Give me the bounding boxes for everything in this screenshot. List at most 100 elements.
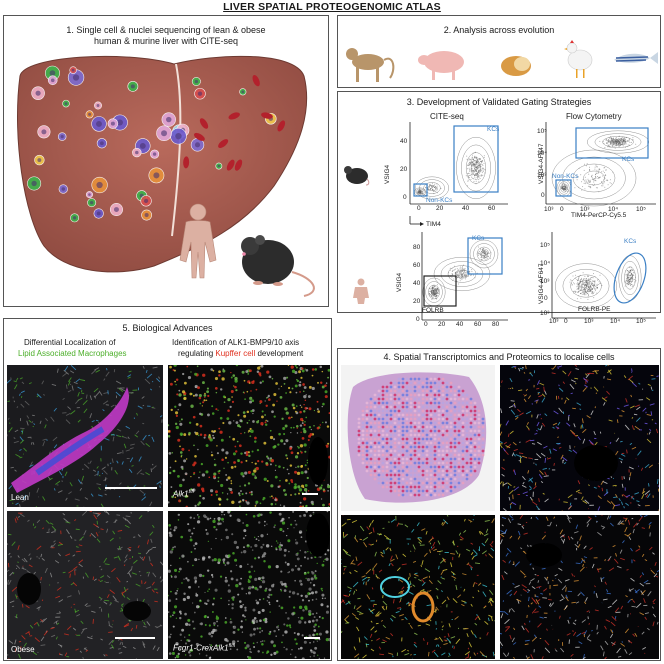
human-cite-plot xyxy=(421,232,508,321)
panel-sequencing: 1. Single cell & nuclei sequencing of le… xyxy=(3,15,329,307)
liver-illustration xyxy=(16,55,315,297)
human-cite-x-label: FOLRB xyxy=(422,307,444,314)
visium-spot-map xyxy=(341,365,495,511)
fcgr1-cre-micrograph: Fcgr1-CrexAlk1fl/fl xyxy=(168,511,330,659)
human-cite-xtick-0: 0 xyxy=(424,321,428,328)
zebrafish-icon xyxy=(614,52,658,64)
lean-label: Lean xyxy=(11,493,29,502)
human-flow-ytick-4: 10⁵ xyxy=(540,242,550,249)
fcgr1-label-sup: fl/fl xyxy=(228,643,235,649)
panel-biological-advances: 5. Biological Advances Differential Loca… xyxy=(3,318,332,661)
imc-panel-top-right xyxy=(500,365,659,511)
panel-evolution: 2. Analysis across evolution xyxy=(337,15,661,88)
mouse-flow-ytick-0: 0 xyxy=(541,192,545,199)
obese-scale-bar xyxy=(115,637,155,639)
mouse-cite-xtick-3: 60 xyxy=(488,205,496,212)
mouse-flow-xtick-0: 10³ xyxy=(544,206,554,213)
human-flow-xtick-1: 0 xyxy=(564,318,568,325)
mouse-row-icon xyxy=(344,166,370,186)
flow-kcs-gate xyxy=(575,127,649,159)
alk1-heading-1: Identification of ALK1-BMP9/10 axis xyxy=(172,338,300,347)
human-flow-ytick-2: 10³ xyxy=(540,278,550,285)
kcs-gate xyxy=(453,125,499,193)
lean-micrograph: Lean xyxy=(7,365,163,507)
human-flow-xtick-0: 10³ xyxy=(549,318,559,325)
alk1-heading-2a: regulating xyxy=(178,349,216,358)
human-row-icon xyxy=(353,278,369,304)
kupffer-cell-label: Kupffer cell xyxy=(215,349,256,358)
mouse-flow-xtick-2: 10³ xyxy=(580,206,590,213)
alk1-label-text: Alk1 xyxy=(173,489,189,499)
panel-spatial-title: 4. Spatial Transcriptomics and Proteomic… xyxy=(383,352,615,362)
mouse-cite-x-label: TIM4 xyxy=(426,221,441,228)
mouse-cite-xtick-1: 20 xyxy=(436,205,444,212)
human-flow-xtick-4: 10⁵ xyxy=(636,318,646,325)
panel-gating: 3. Development of Validated Gating Strat… xyxy=(337,91,661,328)
mouse-cite-xtick-0: 0 xyxy=(417,205,421,212)
human-flow-ytick-3: 10⁴ xyxy=(540,260,551,267)
alk1-label-sup: f/fl xyxy=(188,489,194,495)
panel-sequencing-title-2: human & murine liver with CITE-seq xyxy=(93,36,239,46)
lam-heading-2: Lipid Associated Macrophages xyxy=(18,349,127,358)
mouse-flow-plot xyxy=(545,122,656,207)
human-flow-ytick-1: 0 xyxy=(544,295,548,302)
human-cite-ytick-3: 60 xyxy=(413,262,421,269)
fcgr1-label-text: Fcgr1-CrexAlk1 xyxy=(173,643,229,653)
mouse-cite-plot xyxy=(409,122,508,226)
mouse-cite-ytick-0: 0 xyxy=(403,194,407,201)
mouse-cite-kcs-label: KCs xyxy=(487,126,500,133)
mouse-flow-xtick-1: 0 xyxy=(560,206,564,213)
chicken-icon xyxy=(564,40,593,78)
human-cite-ytick-0: 0 xyxy=(416,316,420,323)
human-cite-xtick-1: 20 xyxy=(438,321,446,328)
mouse-cite-ytick-2: 40 xyxy=(400,138,408,145)
mouse-flow-x-label: TIM4-PerCP-Cy5.5 xyxy=(571,212,627,219)
human-cite-kcs-label: KCs xyxy=(472,235,485,242)
fcgr1-scale-bar xyxy=(304,637,320,639)
mouse-cite-xtick-2: 40 xyxy=(462,205,470,212)
mouse-flow-ytick-3: 10⁵ xyxy=(537,128,547,135)
imc-panel-bottom-left xyxy=(341,515,495,659)
alk1-control-micrograph: Alk1f/fl xyxy=(168,365,330,507)
fcgr1-label: Fcgr1-CrexAlk1fl/fl xyxy=(173,643,235,653)
imc-panel-bottom-right xyxy=(500,515,659,659)
nonkcs-gate xyxy=(413,183,428,197)
cite-seq-label: CITE-seq xyxy=(430,112,464,121)
human-flow-kcs-label: KCs xyxy=(624,238,637,245)
species-row xyxy=(346,40,658,82)
obese-micrograph: Obese xyxy=(7,511,163,659)
mouse-cite-nonkcs-label: Non-KCs xyxy=(426,197,453,204)
human-flow-plot xyxy=(551,232,656,319)
human-flow-kcs-gate xyxy=(613,252,647,304)
page-title: LIVER SPATIAL PROTEOGENOMIC ATLAS xyxy=(223,1,441,13)
panel-evolution-title: 2. Analysis across evolution xyxy=(443,25,555,35)
mouse-cite-y-label: VSIG4 xyxy=(384,164,391,184)
macaque-icon xyxy=(346,48,395,82)
mouse-flow-nonkcs-label: Non-KCs xyxy=(552,173,579,180)
mouse-flow-ytick-1: 10³ xyxy=(537,172,547,179)
mouse-flow-xtick-4: 10⁵ xyxy=(636,206,646,213)
lean-scale-bar xyxy=(105,487,157,489)
mouse-flow-kcs-label: KCs xyxy=(622,156,635,163)
human-icon xyxy=(179,203,217,279)
human-flow-xtick-3: 10⁴ xyxy=(610,318,621,325)
obese-label: Obese xyxy=(11,645,35,654)
human-cite-xtick-3: 60 xyxy=(474,321,482,328)
human-nonkcs-gate xyxy=(423,275,457,307)
human-flow-xtick-2: 10³ xyxy=(584,318,594,325)
alk1-heading-2c: development xyxy=(255,349,304,358)
mouse-cite-ytick-1: 20 xyxy=(400,166,408,173)
flow-cytometry-label: Flow Cytometry xyxy=(566,112,622,121)
guinea-pig-icon xyxy=(501,56,531,76)
lam-heading-1: Differential Localization of xyxy=(24,338,116,347)
alk1-label: Alk1f/fl xyxy=(173,489,194,499)
panel-sequencing-title-1: 1. Single cell & nuclei sequencing of le… xyxy=(66,25,266,35)
human-cite-xtick-4: 80 xyxy=(492,321,500,328)
mouse-icon xyxy=(241,235,315,297)
human-kcs-gate xyxy=(467,237,503,275)
human-cite-ytick-2: 40 xyxy=(413,280,421,287)
alk1-heading-2: regulating Kupffer cell development xyxy=(178,349,303,358)
alk1-scale-bar xyxy=(302,493,318,495)
human-cite-y-label: VSIG4 xyxy=(396,272,403,292)
pig-icon xyxy=(418,51,464,80)
